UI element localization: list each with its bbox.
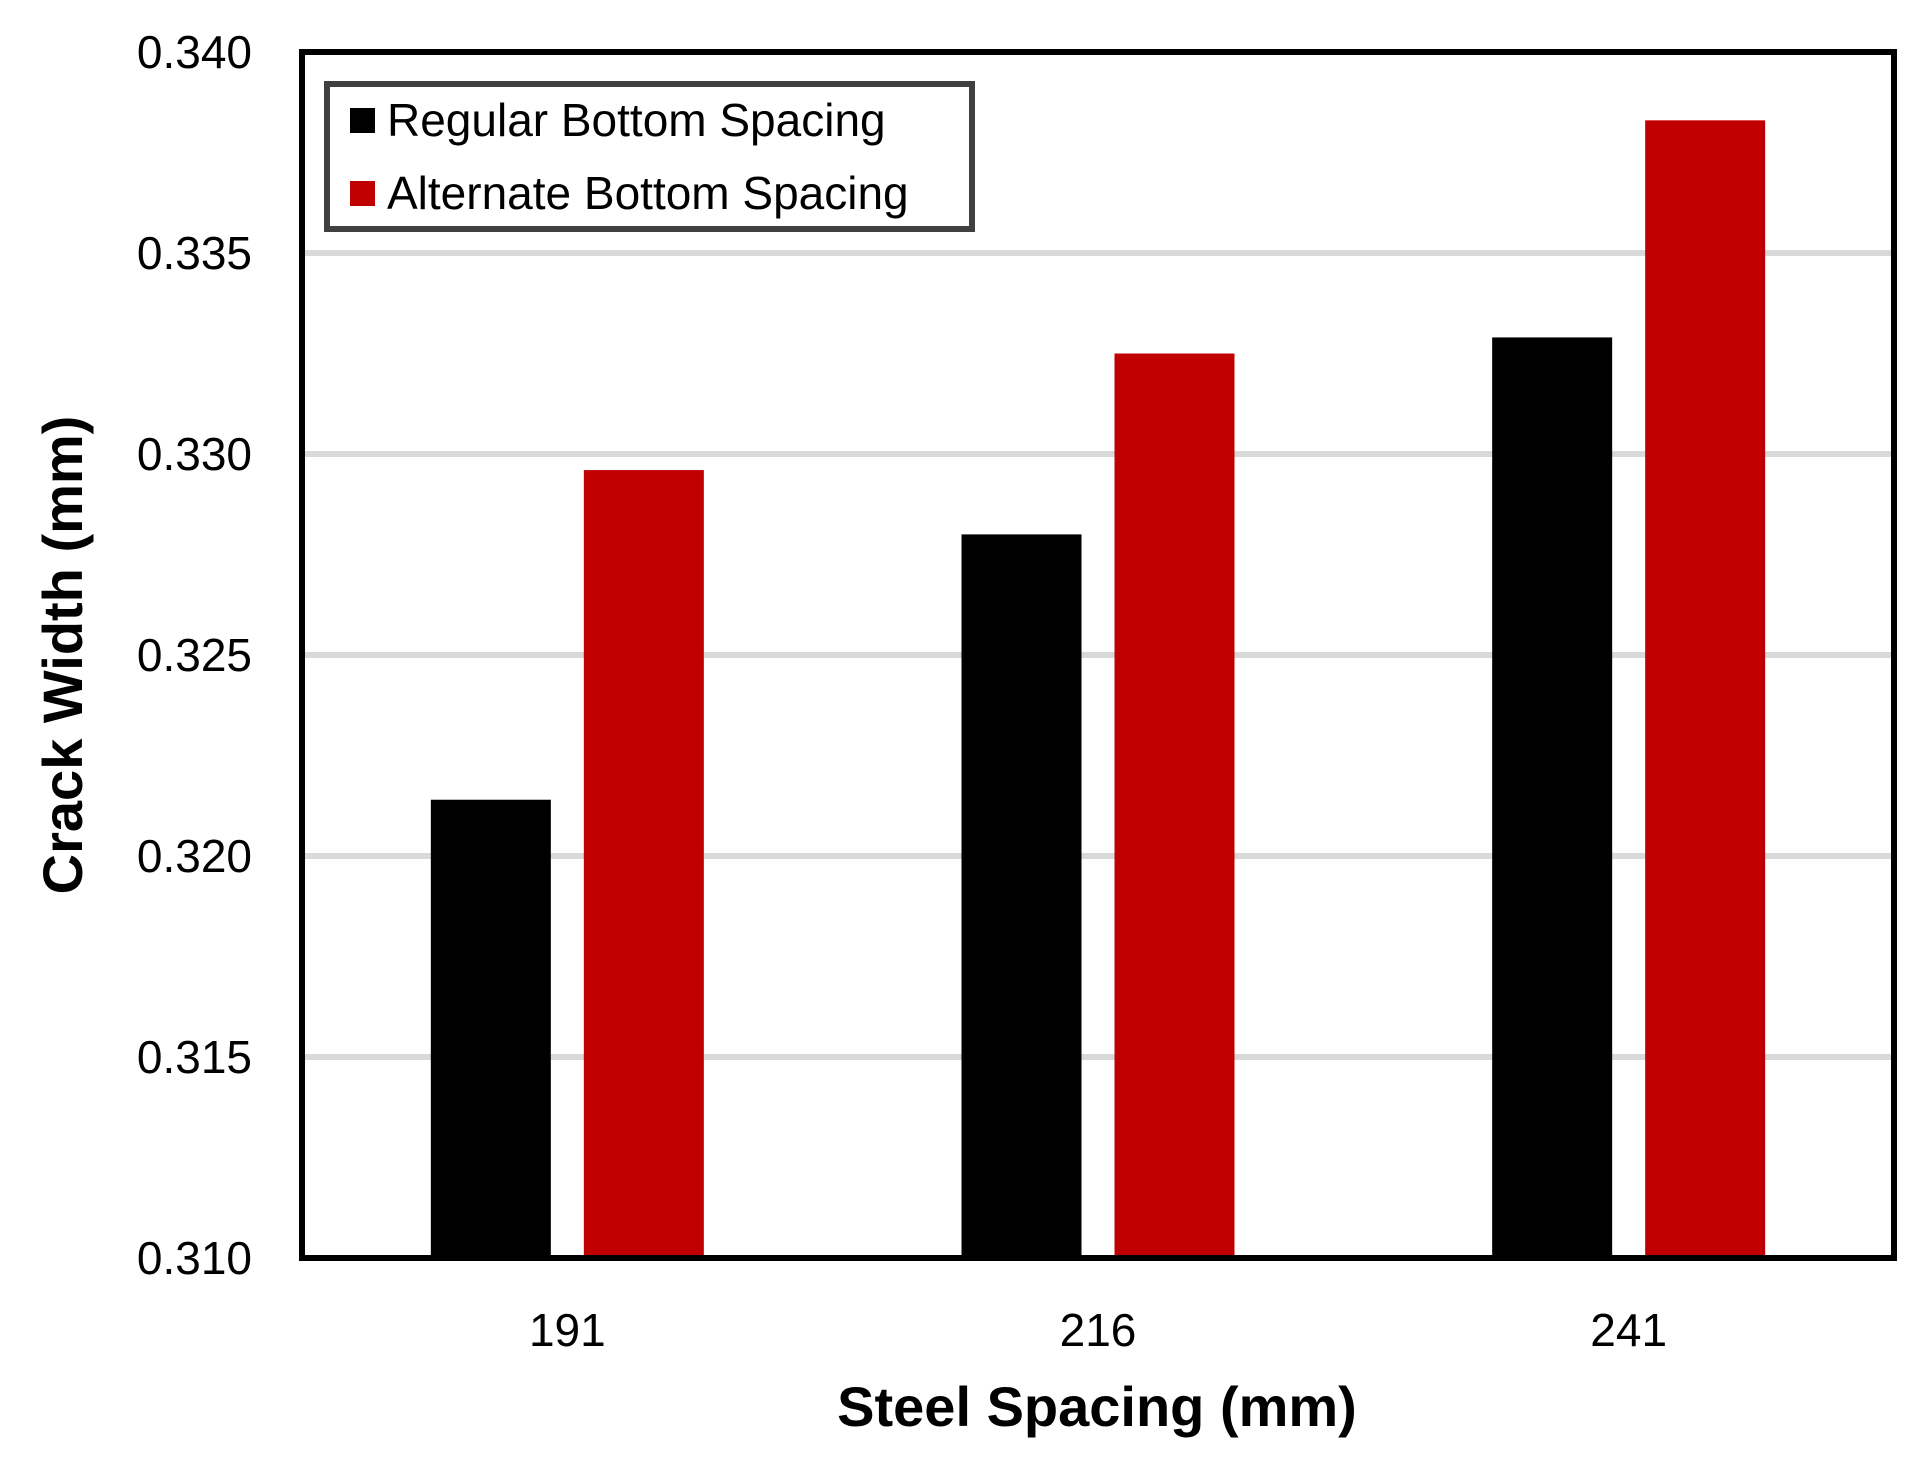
- x-tick-labels: 191 216 241: [529, 1304, 1667, 1356]
- bar-alternate-191: [583, 470, 704, 1259]
- x-tick-label: 241: [1590, 1304, 1667, 1356]
- plot-frame: [299, 49, 1897, 1261]
- legend-label-regular: Regular Bottom Spacing: [387, 94, 886, 146]
- x-tick-label: 191: [529, 1304, 606, 1356]
- y-tick-label: 0.325: [137, 629, 252, 681]
- bar-alternate-216: [1114, 353, 1235, 1258]
- y-tick-label: 0.320: [137, 830, 252, 882]
- y-tick-label: 0.335: [137, 227, 252, 279]
- x-tick-label: 216: [1060, 1304, 1137, 1356]
- bar-regular-241: [1492, 337, 1613, 1258]
- legend: Regular Bottom Spacing Alternate Bottom …: [324, 81, 975, 232]
- bar-regular-216: [961, 534, 1082, 1258]
- y-tick-label: 0.340: [137, 26, 252, 78]
- legend-swatch-alternate: [350, 181, 375, 206]
- legend-label-alternate: Alternate Bottom Spacing: [387, 167, 909, 219]
- legend-frame: [324, 81, 975, 232]
- bar-alternate-241: [1645, 120, 1766, 1259]
- y-tick-label: 0.315: [137, 1031, 252, 1083]
- bars: [430, 120, 1766, 1259]
- y-tick-label: 0.310: [137, 1232, 252, 1284]
- legend-swatch-regular: [350, 108, 375, 133]
- bar-regular-191: [430, 799, 551, 1258]
- y-tick-labels: 0.310 0.315 0.320 0.325 0.330 0.335 0.340: [137, 26, 252, 1284]
- gridlines: [302, 250, 1894, 1060]
- y-axis-title: Crack Width (mm): [31, 416, 94, 895]
- x-axis-title: Steel Spacing (mm): [837, 1375, 1357, 1438]
- y-tick-label: 0.330: [137, 428, 252, 480]
